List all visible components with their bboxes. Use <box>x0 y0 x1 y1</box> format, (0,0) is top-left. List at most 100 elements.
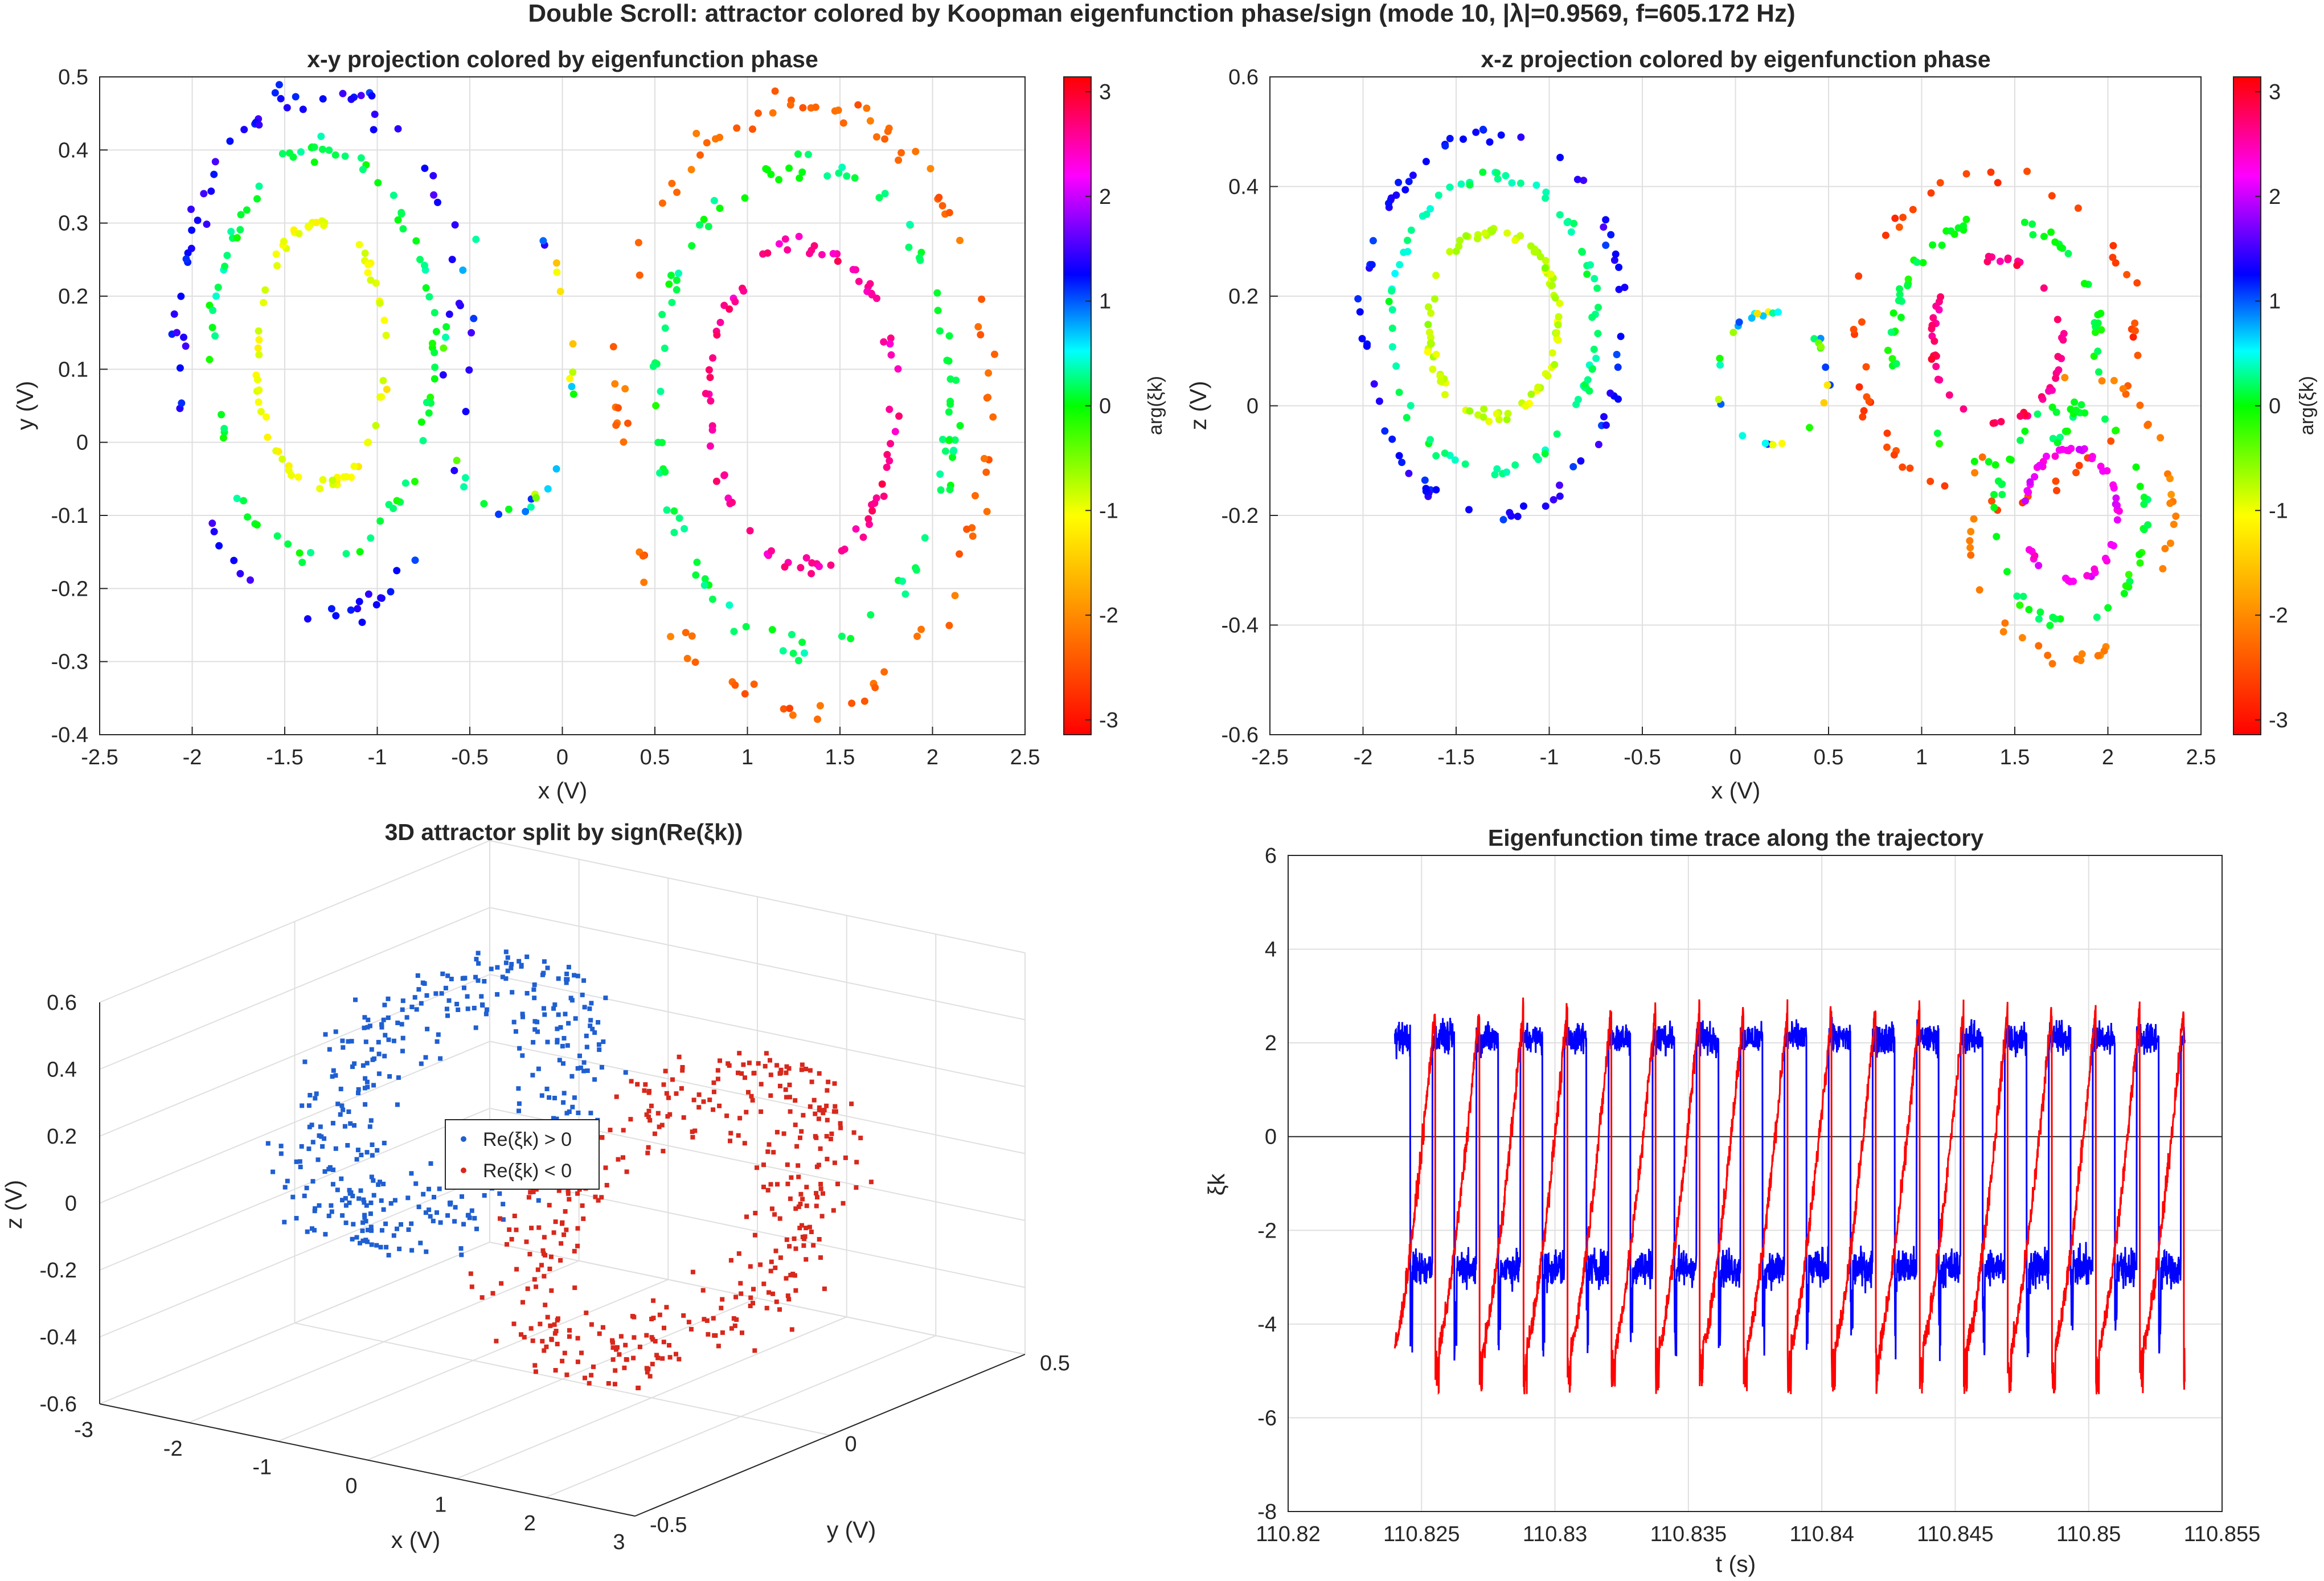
scatter-point <box>382 1002 387 1007</box>
scatter-point <box>2113 516 2121 524</box>
scatter-point <box>618 1334 624 1339</box>
scatter-point <box>1906 464 1914 472</box>
x-tick-label: 1 <box>741 746 753 769</box>
scatter-point <box>536 1066 541 1071</box>
scatter-point <box>575 1226 580 1231</box>
scatter-point <box>927 165 934 173</box>
scatter-point <box>912 566 920 574</box>
scatter-point <box>729 1326 734 1331</box>
scatter-point <box>409 1248 415 1253</box>
scatter-point <box>323 1032 328 1037</box>
scatter-point <box>841 1201 846 1206</box>
scatter-point <box>460 483 468 491</box>
scatter-point <box>808 570 815 577</box>
scatter-point <box>567 1197 572 1202</box>
scatter-point <box>585 1068 590 1073</box>
scatter-point <box>1432 452 1440 460</box>
scatter-point <box>796 1174 801 1179</box>
scatter-point <box>461 976 466 981</box>
scatter-point <box>606 1381 611 1386</box>
scatter-point <box>868 291 876 299</box>
scatter-point <box>307 548 314 556</box>
scatter-point <box>569 390 577 398</box>
scatter-point <box>584 1310 589 1316</box>
scatter-point <box>797 1226 802 1231</box>
scatter-point <box>419 1001 424 1006</box>
colorbar-tick-label: 3 <box>1099 80 1111 104</box>
scatter-point <box>390 191 397 199</box>
scatter-point <box>462 408 470 416</box>
scatter-point <box>495 510 503 518</box>
scatter-point <box>335 1187 340 1193</box>
scatter-point <box>793 1288 798 1293</box>
scatter-point <box>376 1051 382 1056</box>
scatter-point <box>832 1160 837 1165</box>
scatter-point <box>1514 513 1522 521</box>
scatter-point <box>1966 544 1974 552</box>
legend-box <box>445 1119 600 1190</box>
scatter-point <box>2004 254 2012 262</box>
grid-line <box>489 840 1026 953</box>
scatter-point <box>2043 452 2050 460</box>
scatter-point <box>208 323 216 331</box>
scatter-point <box>379 376 387 384</box>
scatter-point <box>1499 516 1507 523</box>
scatter-point <box>683 654 691 662</box>
scatter-point <box>2040 284 2048 292</box>
scatter-point <box>728 498 736 506</box>
scatter-point <box>534 1284 539 1289</box>
scatter-point <box>428 1214 433 1219</box>
scatter-point <box>424 1249 429 1254</box>
scatter-point <box>1590 345 1598 353</box>
scatter-point <box>1929 241 1937 249</box>
scatter-point <box>255 336 263 344</box>
scatter-point <box>255 386 263 394</box>
scatter-point <box>1369 237 1377 245</box>
scatter-point <box>756 1061 761 1066</box>
scatter-point <box>696 221 704 229</box>
x-tick-label: -1 <box>252 1456 272 1480</box>
scatter-point <box>565 1043 570 1048</box>
scatter-point <box>804 1226 809 1231</box>
scatter-point <box>1889 309 1897 317</box>
scatter-point <box>785 1293 790 1299</box>
scatter-point <box>401 479 409 487</box>
scatter-point <box>317 132 325 140</box>
scatter-point <box>2122 582 2130 590</box>
scatter-point <box>706 442 714 450</box>
scatter-point <box>818 1146 823 1151</box>
scatter-point <box>561 1100 566 1105</box>
scatter-point <box>588 1023 593 1029</box>
scatter-point <box>878 480 886 488</box>
scatter-point <box>795 232 803 240</box>
scatter-point <box>233 234 241 241</box>
scatter-point <box>826 1079 831 1084</box>
scatter-point <box>660 1356 665 1361</box>
scatter-point <box>582 1005 587 1010</box>
scatter-point <box>880 338 888 346</box>
scatter-point <box>395 1102 400 1107</box>
scatter-point <box>1897 313 1905 321</box>
scatter-point <box>359 1153 364 1157</box>
x-tick-label: -2.5 <box>1251 746 1288 769</box>
scatter-point <box>490 1291 495 1296</box>
scatter-point <box>417 418 425 426</box>
scatter-point <box>528 1190 533 1195</box>
scatter-point <box>339 1176 344 1181</box>
scatter-point <box>601 1039 606 1045</box>
scatter-point <box>364 1060 370 1066</box>
scatter-point <box>556 1188 561 1193</box>
scatter-point <box>368 1118 374 1123</box>
scatter-point <box>363 1219 368 1224</box>
scatter-point <box>1391 269 1399 277</box>
x-tick-label: 1.5 <box>2000 746 2030 769</box>
scatter-point <box>2066 577 2074 585</box>
scatter-point <box>522 507 530 515</box>
scatter-point <box>780 705 788 713</box>
scatter-point <box>395 1226 399 1231</box>
scatter-point <box>871 683 879 691</box>
scatter-point <box>551 1006 556 1011</box>
scatter-point <box>835 169 843 177</box>
scatter-point <box>356 1196 362 1201</box>
